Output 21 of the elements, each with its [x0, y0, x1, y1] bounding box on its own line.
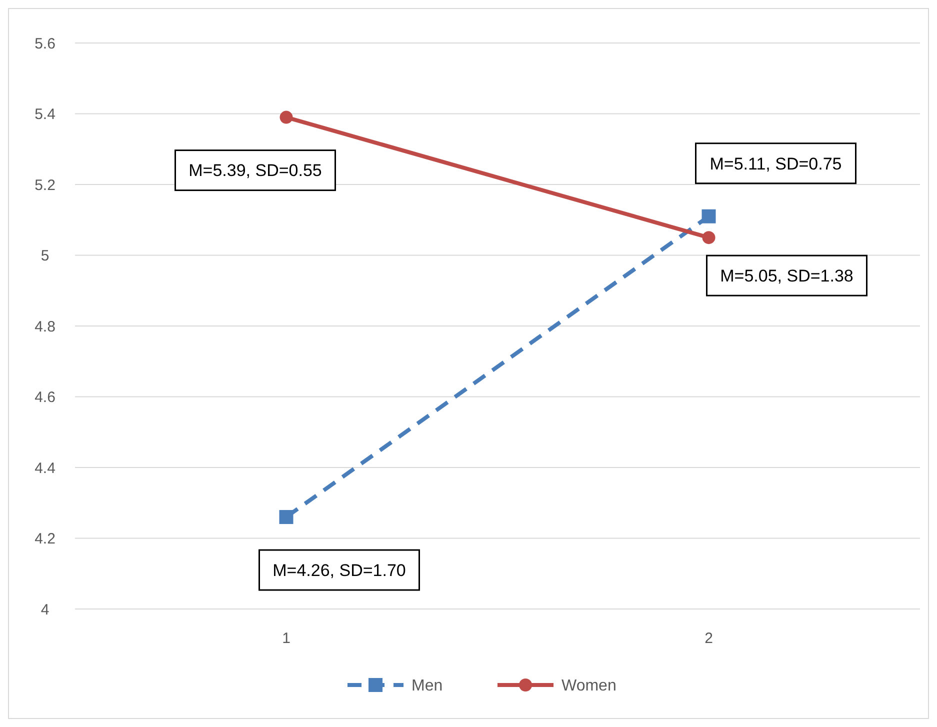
point [280, 110, 293, 124]
point [702, 231, 716, 244]
point [702, 209, 716, 224]
x-tick-label: 2 [704, 630, 713, 647]
y-tick-label: 4.8 [34, 318, 56, 336]
x-tick-label: 1 [282, 630, 290, 647]
annotation: M=4.26, SD=1.70 [272, 560, 406, 580]
y-tick-label: 5 [40, 248, 50, 264]
y-tick-label: 4 [40, 601, 50, 618]
y-tick-label: 5.2 [34, 176, 56, 194]
legend-label: Men [412, 678, 443, 695]
y-tick-label: 5.6 [34, 35, 56, 52]
annotation: M=5.05, SD=1.38 [720, 266, 854, 286]
y-tick-label: 4.6 [34, 389, 56, 406]
y-tick-label: 4.4 [34, 460, 56, 477]
annotation: M=5.11, SD=0.75 [710, 154, 842, 174]
y-tick-label: 5.4 [34, 106, 56, 123]
legend-label: Women [562, 678, 616, 695]
annotation: M=5.39, SD=0.55 [188, 161, 322, 180]
y-tick-label: 4.2 [34, 530, 56, 548]
point [279, 510, 294, 524]
